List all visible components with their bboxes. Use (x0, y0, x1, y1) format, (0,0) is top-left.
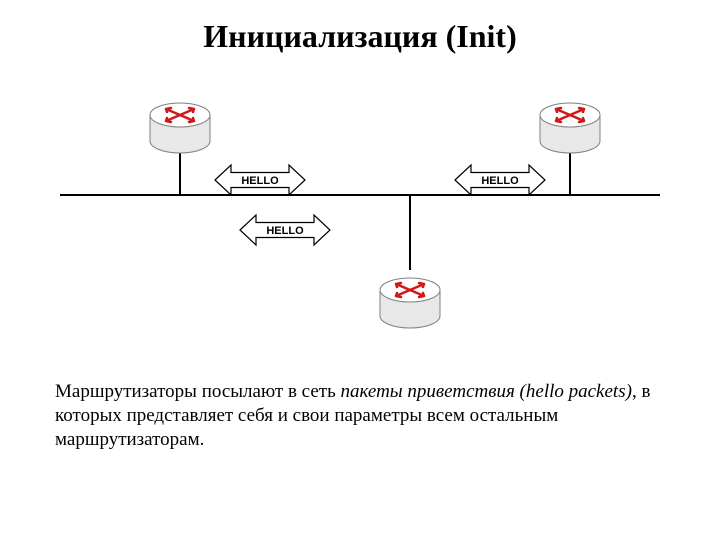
hello-packet-icon: HELLO (455, 165, 545, 195)
hello-label: HELLO (241, 175, 279, 187)
router-icon (540, 103, 600, 153)
desc-italic: пакеты приветствия (hello packets) (340, 381, 631, 402)
hello-packet-icon: HELLO (215, 165, 305, 195)
network-diagram: HELLO HELLO HELLO (60, 85, 660, 335)
router-icon (150, 103, 210, 153)
page-title: Инициализация (Init) (0, 0, 720, 55)
desc-pre: Маршрутизаторы посылают в сеть (55, 381, 340, 402)
hello-packet-icon: HELLO (240, 215, 330, 245)
router-icon (380, 278, 440, 328)
description-text: Маршрутизаторы посылают в сеть пакеты пр… (55, 380, 665, 451)
hello-label: HELLO (266, 225, 304, 237)
hello-label: HELLO (481, 175, 519, 187)
